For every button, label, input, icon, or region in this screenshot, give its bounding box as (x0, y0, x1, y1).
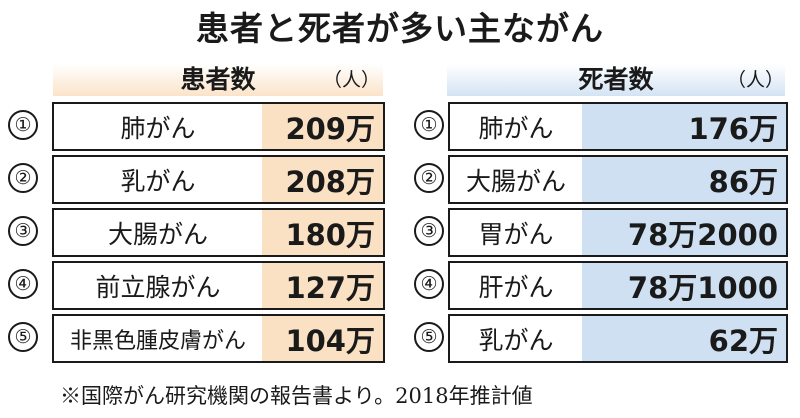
row-box: 大腸がん 86万 (448, 155, 788, 204)
patients-header: 患者数 (53, 64, 383, 96)
deaths-header: 死者数 (447, 64, 785, 96)
table-row: ③ 大腸がん 180万 (8, 206, 388, 259)
table-row: ① 肺がん 209万 (8, 100, 388, 153)
patients-rows: ① 肺がん 209万 ② 乳がん 208万 ③ 大腸がん 180万 ④ 前立腺が… (8, 100, 388, 365)
death-count: 86万 (582, 157, 786, 202)
row-box: 肝がん 78万1000 (448, 261, 788, 310)
row-box: 胃がん 78万2000 (448, 208, 788, 257)
table-row: ② 大腸がん 86万 (414, 153, 792, 206)
row-box: 大腸がん 180万 (52, 208, 385, 257)
row-box: 肺がん 209万 (52, 102, 385, 151)
table-row: ① 肺がん 176万 (414, 100, 792, 153)
cancer-name: 乳がん (478, 325, 554, 355)
patient-count: 127万 (262, 263, 383, 308)
table-row: ⑤ 乳がん 62万 (414, 312, 792, 365)
rank-badge: ① (8, 110, 38, 140)
row-box: 非黒色腫皮膚がん 104万 (52, 314, 385, 363)
death-count: 62万 (582, 316, 786, 361)
source-footnote: ※国際がん研究機関の報告書より。2018年推計値 (60, 384, 533, 408)
cancer-name: 肝がん (478, 272, 554, 302)
patient-count: 209万 (262, 104, 383, 149)
death-count: 78万1000 (582, 263, 786, 308)
row-box: 前立腺がん 127万 (52, 261, 385, 310)
cancer-name: 乳がん (120, 166, 196, 196)
death-count: 176万 (582, 104, 786, 149)
rank-badge: ④ (414, 269, 444, 299)
row-box: 乳がん 62万 (448, 314, 788, 363)
page-title: 患者と死者が多い主ながん (196, 9, 604, 48)
patient-count: 180万 (262, 210, 383, 255)
cancer-name: 肺がん (120, 113, 196, 143)
rank-badge: ⑤ (8, 322, 38, 352)
patient-count: 104万 (262, 316, 383, 361)
cancer-name: 大腸がん (465, 166, 566, 196)
cancer-name: 胃がん (478, 219, 554, 249)
rank-badge: ④ (8, 269, 38, 299)
table-row: ② 乳がん 208万 (8, 153, 388, 206)
rank-badge: ② (8, 163, 38, 193)
rank-badge: ③ (414, 216, 444, 246)
deaths-unit-label: （人） (726, 69, 784, 91)
deaths-rows: ① 肺がん 176万 ② 大腸がん 86万 ③ 胃がん 78万2000 ④ 肝が… (414, 100, 792, 365)
row-box: 肺がん 176万 (448, 102, 788, 151)
rank-badge: ⑤ (414, 322, 444, 352)
table-row: ⑤ 非黒色腫皮膚がん 104万 (8, 312, 388, 365)
row-box: 乳がん 208万 (52, 155, 385, 204)
table-row: ④ 前立腺がん 127万 (8, 259, 388, 312)
cancer-name: 肺がん (478, 113, 554, 143)
table-row: ③ 胃がん 78万2000 (414, 206, 792, 259)
cancer-name: 非黒色腫皮膚がん (69, 328, 246, 354)
cancer-name: 大腸がん (107, 219, 208, 249)
patient-count: 208万 (262, 157, 383, 202)
rank-badge: ② (414, 163, 444, 193)
rank-badge: ③ (8, 216, 38, 246)
patients-unit-label: （人） (322, 69, 380, 91)
death-count: 78万2000 (582, 210, 786, 255)
table-row: ④ 肝がん 78万1000 (414, 259, 792, 312)
rank-badge: ① (414, 110, 444, 140)
cancer-name: 前立腺がん (95, 272, 221, 302)
